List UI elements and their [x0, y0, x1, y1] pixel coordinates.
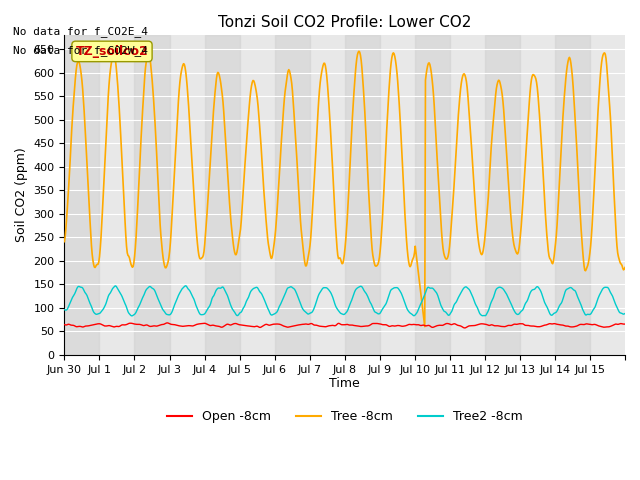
- Bar: [275, 36, 310, 355]
- Tree -8cm: [403, 246, 411, 252]
- Open -8cm: [258, 324, 266, 330]
- Tree2 -8cm: [259, 293, 266, 299]
- Open -8cm: [403, 322, 411, 328]
- Tree2 -8cm: [435, 298, 443, 303]
- Bar: [555, 36, 590, 355]
- Title: Tonzi Soil CO2 Profile: Lower CO2: Tonzi Soil CO2 Profile: Lower CO2: [218, 15, 472, 30]
- Tree -8cm: [421, 324, 429, 330]
- Tree -8cm: [229, 240, 237, 246]
- Bar: [65, 36, 99, 355]
- Bar: [345, 36, 380, 355]
- Tree2 -8cm: [280, 294, 287, 300]
- Open -8cm: [461, 325, 468, 331]
- Open -8cm: [126, 320, 134, 326]
- Bar: [485, 36, 520, 355]
- Tree -8cm: [621, 264, 629, 270]
- Tree2 -8cm: [404, 308, 412, 313]
- Open -8cm: [164, 320, 172, 326]
- Bar: [205, 36, 239, 355]
- Tree -8cm: [126, 258, 134, 264]
- Tree2 -8cm: [61, 307, 68, 312]
- Line: Tree -8cm: Tree -8cm: [65, 51, 625, 327]
- Line: Tree2 -8cm: Tree2 -8cm: [65, 286, 625, 316]
- Tree2 -8cm: [128, 313, 136, 319]
- Tree -8cm: [278, 126, 286, 132]
- Bar: [134, 36, 170, 355]
- Text: No data for f_CO2W_4: No data for f_CO2W_4: [13, 45, 148, 56]
- Open -8cm: [621, 321, 629, 327]
- Open -8cm: [230, 321, 238, 326]
- Tree2 -8cm: [621, 311, 629, 316]
- Y-axis label: Soil CO2 (ppm): Soil CO2 (ppm): [15, 148, 28, 242]
- Open -8cm: [435, 323, 442, 328]
- Open -8cm: [61, 322, 68, 327]
- Tree2 -8cm: [182, 283, 189, 288]
- Text: TZ_soilco2: TZ_soilco2: [76, 45, 148, 58]
- Tree -8cm: [355, 48, 363, 54]
- Line: Open -8cm: Open -8cm: [65, 323, 625, 328]
- Text: No data for f_CO2E_4: No data for f_CO2E_4: [13, 25, 148, 36]
- Tree2 -8cm: [231, 310, 239, 315]
- X-axis label: Time: Time: [330, 377, 360, 390]
- Bar: [415, 36, 450, 355]
- Tree -8cm: [435, 193, 443, 199]
- Tree2 -8cm: [126, 312, 134, 318]
- Tree -8cm: [257, 142, 265, 148]
- Open -8cm: [279, 323, 287, 329]
- Legend: Open -8cm, Tree -8cm, Tree2 -8cm: Open -8cm, Tree -8cm, Tree2 -8cm: [162, 406, 527, 429]
- Tree -8cm: [61, 239, 68, 244]
